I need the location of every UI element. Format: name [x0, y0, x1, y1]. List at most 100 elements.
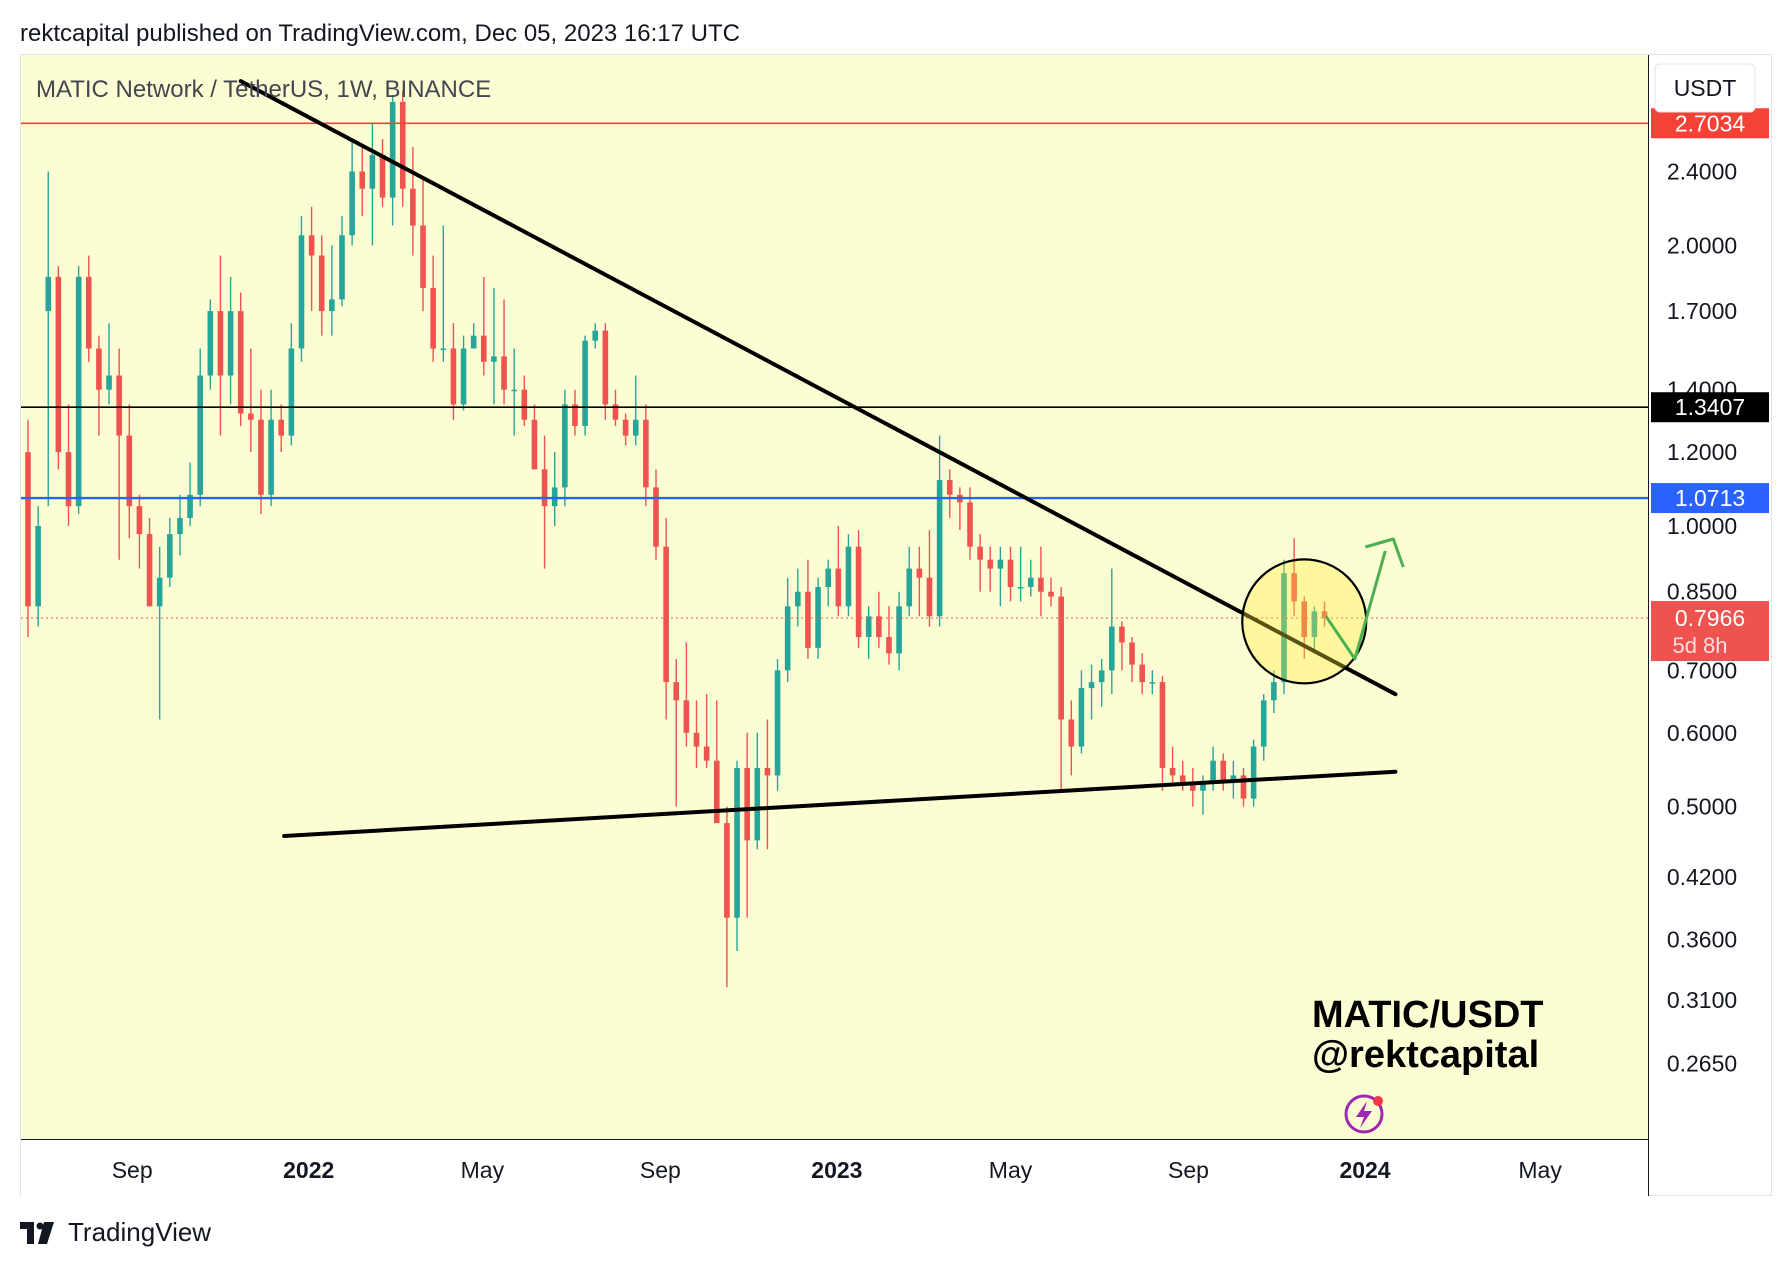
candle	[359, 146, 366, 217]
candle	[227, 276, 234, 405]
candle-body	[643, 419, 649, 488]
candle-body	[1260, 700, 1267, 747]
candle-body	[906, 568, 913, 607]
candle	[1088, 664, 1095, 720]
candle	[784, 577, 791, 683]
candle-body	[298, 235, 305, 349]
candle-body	[339, 235, 345, 300]
price-axis[interactable]	[1649, 55, 1771, 1139]
candle-body	[1179, 775, 1186, 784]
candle-body	[1068, 719, 1075, 747]
candle	[1068, 700, 1075, 776]
candle	[774, 658, 781, 791]
candle-body	[1078, 688, 1085, 747]
candle-body	[187, 494, 193, 518]
candle-body	[491, 356, 497, 362]
time-tick-label: Sep	[1168, 1157, 1209, 1183]
candle-body	[724, 823, 730, 918]
candle-body	[329, 299, 335, 312]
candle	[795, 568, 801, 627]
candle-body	[845, 546, 852, 607]
candle-body	[511, 389, 517, 392]
candle-body	[481, 335, 487, 362]
watermark: MATIC/USDT @rektcapital	[1312, 994, 1544, 1076]
tradingview-footer[interactable]: TradingView	[20, 1217, 211, 1248]
candle	[1220, 753, 1227, 791]
candle-body	[896, 606, 902, 654]
candle	[1291, 538, 1297, 617]
candle-body	[501, 356, 507, 390]
candle	[1048, 577, 1054, 607]
candle-body	[815, 587, 821, 648]
candle-body	[967, 502, 973, 547]
candle-body	[116, 375, 122, 436]
candle-body	[1169, 768, 1176, 776]
candle-body	[835, 568, 842, 607]
price-tick-label: 2.0000	[1667, 232, 1737, 258]
candle	[643, 404, 649, 507]
candle	[693, 700, 700, 769]
candle-body	[1311, 611, 1318, 638]
candle-body	[65, 452, 72, 507]
candle-body	[997, 559, 1004, 569]
lightning-icon[interactable]	[1344, 1094, 1384, 1134]
currency-button[interactable]: USDT	[1654, 63, 1756, 113]
candle-body	[1119, 626, 1125, 643]
candle	[268, 389, 274, 507]
candle-body	[35, 525, 41, 607]
candle	[248, 348, 254, 453]
candle	[724, 806, 730, 988]
candle-body	[85, 276, 92, 349]
candle-body	[541, 469, 548, 507]
candle	[713, 700, 720, 824]
price-tick-label: 0.3100	[1667, 987, 1737, 1013]
candle	[106, 323, 112, 405]
candle-body	[1109, 626, 1115, 671]
projection-arrow-head	[1364, 537, 1405, 568]
candle-body	[349, 171, 355, 236]
candle	[1271, 670, 1277, 714]
candle-body	[946, 480, 953, 495]
candle	[977, 534, 983, 592]
candle	[673, 658, 680, 807]
price-tick-label: 1.0000	[1667, 513, 1737, 539]
time-axis[interactable]	[21, 1140, 1648, 1196]
candle	[1311, 606, 1318, 654]
candle-body	[926, 577, 933, 617]
level-label-bg	[1651, 108, 1769, 139]
candle-body	[410, 188, 416, 226]
candle	[420, 180, 426, 312]
candle-body	[744, 768, 750, 841]
candle	[278, 404, 285, 453]
candle	[1240, 768, 1247, 807]
current-price-label-bg	[1651, 601, 1769, 662]
time-tick-label: Sep	[640, 1157, 681, 1183]
level-label-bg	[1651, 483, 1769, 514]
time-tick-label: May	[989, 1157, 1033, 1183]
candle	[379, 139, 386, 207]
price-tick-label: 0.3600	[1667, 927, 1737, 953]
price-tick-label: 0.4200	[1667, 864, 1737, 890]
time-tick-label: May	[461, 1157, 505, 1183]
time-tick-label: Sep	[112, 1157, 153, 1183]
candle-body	[217, 311, 224, 376]
candle-body	[754, 768, 761, 841]
candle-body	[663, 546, 669, 683]
candle-body	[1139, 664, 1145, 683]
candle-body	[612, 404, 619, 420]
price-tick-label: 2.4000	[1667, 158, 1737, 184]
candle	[1321, 601, 1328, 627]
projection-arrow-path	[1324, 550, 1387, 661]
candle-body	[227, 311, 234, 376]
candle-body	[653, 487, 659, 547]
candle-body	[1149, 682, 1156, 684]
candle-body	[622, 419, 629, 436]
candle-body	[1058, 596, 1064, 720]
candle-body	[106, 375, 112, 390]
level-label-bg	[1651, 392, 1769, 423]
candle	[1017, 546, 1024, 602]
candle	[997, 546, 1004, 607]
candle-body	[288, 348, 295, 436]
